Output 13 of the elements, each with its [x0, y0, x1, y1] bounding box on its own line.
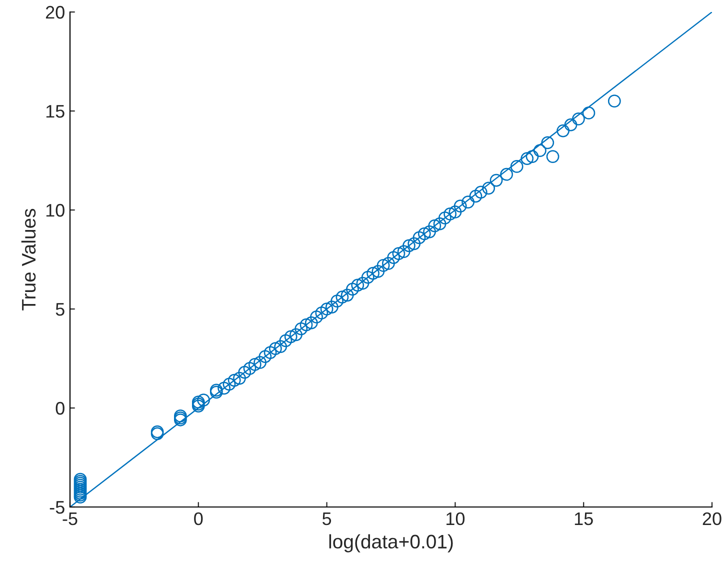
y-tick-label: 10 — [46, 204, 64, 217]
y-tick-label: 5 — [56, 303, 64, 316]
y-axis-title: True Values — [21, 208, 36, 310]
y-tick-label: 20 — [46, 6, 64, 19]
x-tick-label: 10 — [446, 512, 465, 526]
x-tick-label: 0 — [194, 512, 203, 526]
y-tick-label: 0 — [56, 402, 64, 415]
x-axis-title: log(data+0.01) — [329, 534, 453, 552]
x-tick-label: 15 — [574, 512, 593, 526]
y-tick-label: -5 — [50, 501, 64, 514]
x-tick-label: 20 — [702, 512, 722, 526]
y-tick-label: 15 — [46, 105, 64, 118]
x-tick-label: 5 — [322, 512, 332, 526]
